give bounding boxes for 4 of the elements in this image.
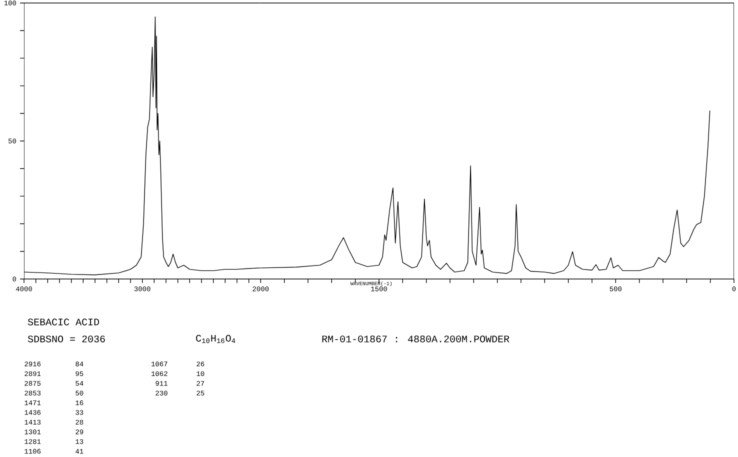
text: RM-01-01867 : 4880A.200M.POWDER: [322, 336, 510, 342]
text: C$_{10}$H$_{16}$O$_{4}$: [196, 334, 236, 344]
text: SDBSNO = 2036: [28, 336, 105, 342]
text: SEBACIC ACID: [28, 318, 100, 326]
